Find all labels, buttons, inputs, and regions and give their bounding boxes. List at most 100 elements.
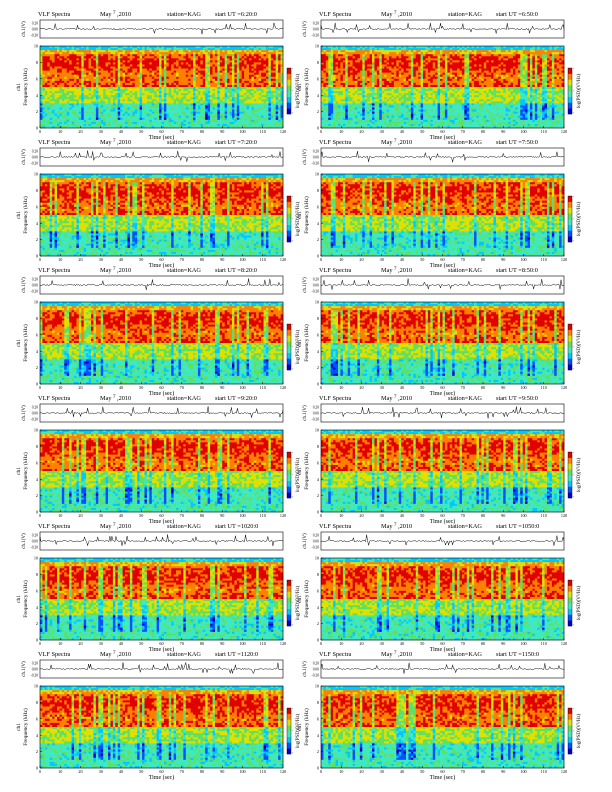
spectrogram-cell	[130, 75, 133, 77]
spectrogram-cell	[40, 48, 43, 50]
spectrogram-cell	[210, 71, 213, 73]
spectrogram-cell	[174, 69, 177, 71]
spectrogram-cell	[120, 46, 123, 48]
spectrogram-cell	[115, 46, 118, 48]
spectrogram-cell	[205, 108, 208, 110]
spectrogram-cell	[193, 77, 196, 79]
spectrogram-cell	[196, 99, 199, 101]
spectrogram-cell	[89, 79, 92, 81]
spectrogram-cell	[52, 64, 55, 66]
spectrogram-cell	[45, 54, 48, 56]
spectrogram-cell	[159, 79, 162, 81]
spectrogram-cell	[93, 46, 96, 48]
spectrogram-cell	[222, 101, 225, 103]
spectrogram-cell	[140, 69, 143, 71]
spectrogram-cell	[152, 54, 155, 56]
spectrogram-cell	[213, 81, 216, 83]
spectrogram-cell	[96, 46, 99, 48]
spectrogram-cell	[217, 46, 220, 48]
spectrogram-cell	[115, 87, 118, 89]
spectrogram-cell	[256, 87, 259, 89]
spectrogram-cell	[147, 54, 150, 56]
spectrogram-cell	[130, 112, 133, 114]
spectrogram-cell	[59, 108, 62, 110]
spectrogram-cell	[264, 95, 267, 97]
spectrogram-cell	[328, 124, 331, 126]
spectrogram-cell	[193, 71, 196, 73]
spectrogram-cell	[343, 52, 346, 54]
spectrogram-cell	[181, 81, 184, 83]
spectrogram-cell	[93, 87, 96, 89]
spectrogram-cell	[213, 116, 216, 118]
spectrogram-cell	[242, 87, 245, 89]
spectrogram-cell	[113, 73, 116, 75]
spectrogram-cell	[162, 112, 165, 114]
spectrogram-cell	[183, 83, 186, 85]
spectrogram-cell	[333, 46, 336, 48]
spectrogram-cell	[273, 95, 276, 97]
spectrogram-cell	[91, 85, 94, 87]
spectrogram-cell	[230, 89, 233, 91]
colorbar-segment	[287, 91, 291, 97]
spectrogram-cell	[169, 48, 172, 50]
spectrogram-cell	[40, 116, 43, 118]
spectrogram-cell	[98, 71, 101, 73]
spectrogram-cell	[276, 116, 279, 118]
spectrogram-cell	[215, 89, 218, 91]
spectrogram-cell	[326, 54, 329, 56]
spectrogram-cell	[259, 81, 262, 83]
spectrogram-cell	[166, 108, 169, 110]
spectrogram-cell	[50, 62, 53, 64]
spectrogram-cell	[152, 101, 155, 103]
spectrogram-cell	[115, 81, 118, 83]
spectrogram-cell	[230, 60, 233, 62]
spectrogram-cell	[179, 46, 182, 48]
spectrogram-cell	[276, 73, 279, 75]
spectrogram-cell	[217, 56, 220, 58]
spectrogram-cell	[64, 101, 67, 103]
spectrogram-cell	[59, 56, 62, 58]
spectrogram-cell	[147, 48, 150, 50]
spectrogram-cell	[188, 95, 191, 97]
spectrogram-cell	[118, 77, 121, 79]
spectrogram-cell	[338, 52, 341, 54]
spectrogram-cell	[183, 118, 186, 120]
spectrogram-cell	[67, 87, 70, 89]
spectrogram-cell	[237, 112, 240, 114]
spectrogram-cell	[249, 101, 252, 103]
spectrogram-cell	[331, 108, 334, 110]
spectrogram-cell	[254, 48, 257, 50]
spectrogram-cell	[237, 108, 240, 110]
spectrogram-cell	[57, 64, 60, 66]
spectrogram-cell	[69, 48, 72, 50]
spectrogram-cell	[210, 54, 213, 56]
spectrogram-cell	[81, 118, 84, 120]
spectrogram-cell	[181, 64, 184, 66]
spectrogram-cell	[278, 87, 281, 89]
spectrogram-cell	[321, 120, 324, 122]
spectrogram-cell	[149, 91, 152, 93]
spectrogram-cell	[217, 60, 220, 62]
spectrogram-cell	[72, 101, 75, 103]
spectrogram-cell	[98, 48, 101, 50]
spectrogram-cell	[76, 93, 79, 95]
spectrogram-cell	[59, 103, 62, 105]
spectrogram-cell	[328, 118, 331, 120]
spectrogram-cell	[264, 101, 267, 103]
spectrogram-cell	[278, 101, 281, 103]
spectrogram-cell	[210, 103, 213, 105]
spectrogram-cell	[345, 69, 348, 71]
spectrogram-cell	[67, 64, 70, 66]
spectrogram-cell	[154, 67, 157, 69]
spectrogram-cell	[140, 50, 143, 52]
spectrogram-cell	[196, 48, 199, 50]
spectrogram-cell	[62, 91, 65, 93]
spectrogram-cell	[261, 108, 264, 110]
spectrogram-cell	[84, 46, 87, 48]
spectrogram-cell	[220, 60, 223, 62]
spectrogram-cell	[244, 91, 247, 93]
spectrogram-cell	[326, 75, 329, 77]
spectrogram-cell	[276, 77, 279, 79]
spectrogram-cell	[196, 85, 199, 87]
spectrogram-cell	[74, 52, 77, 54]
